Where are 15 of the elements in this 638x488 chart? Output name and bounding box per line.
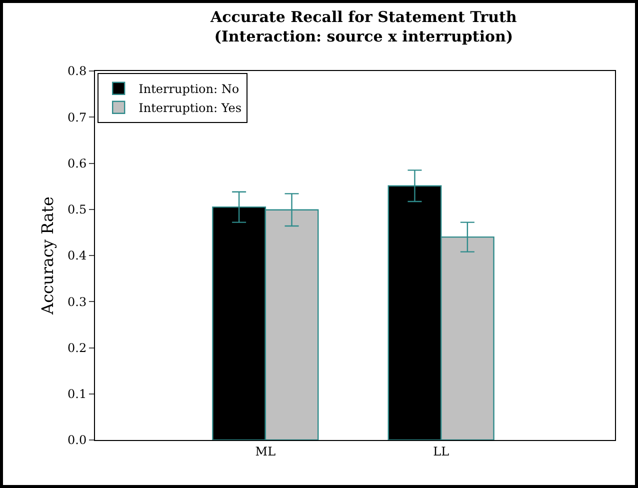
y-tick-label: 0.4 xyxy=(68,248,87,263)
y-tick-label: 0.7 xyxy=(68,110,87,124)
y-tick-label: 0.2 xyxy=(68,340,87,355)
y-tick-label: 0.8 xyxy=(68,64,87,78)
chart-title: Accurate Recall for Statement Truth (Interaction: source x interruption) xyxy=(209,8,517,46)
y-tick-label: 0.6 xyxy=(68,156,87,170)
x-tick-label: LL xyxy=(433,444,450,458)
y-tick-label: 0.1 xyxy=(68,387,87,402)
x-tick-label: ML xyxy=(255,444,276,458)
legend-label: Interruption: Yes xyxy=(138,101,242,116)
y-axis-title: Accuracy Rate xyxy=(38,196,57,316)
legend-label: Interruption: No xyxy=(138,82,240,96)
y-tick-label: 0.0 xyxy=(68,433,87,448)
y-tick-label: 0.3 xyxy=(68,294,87,309)
y-tick-label: 0.5 xyxy=(68,202,87,217)
